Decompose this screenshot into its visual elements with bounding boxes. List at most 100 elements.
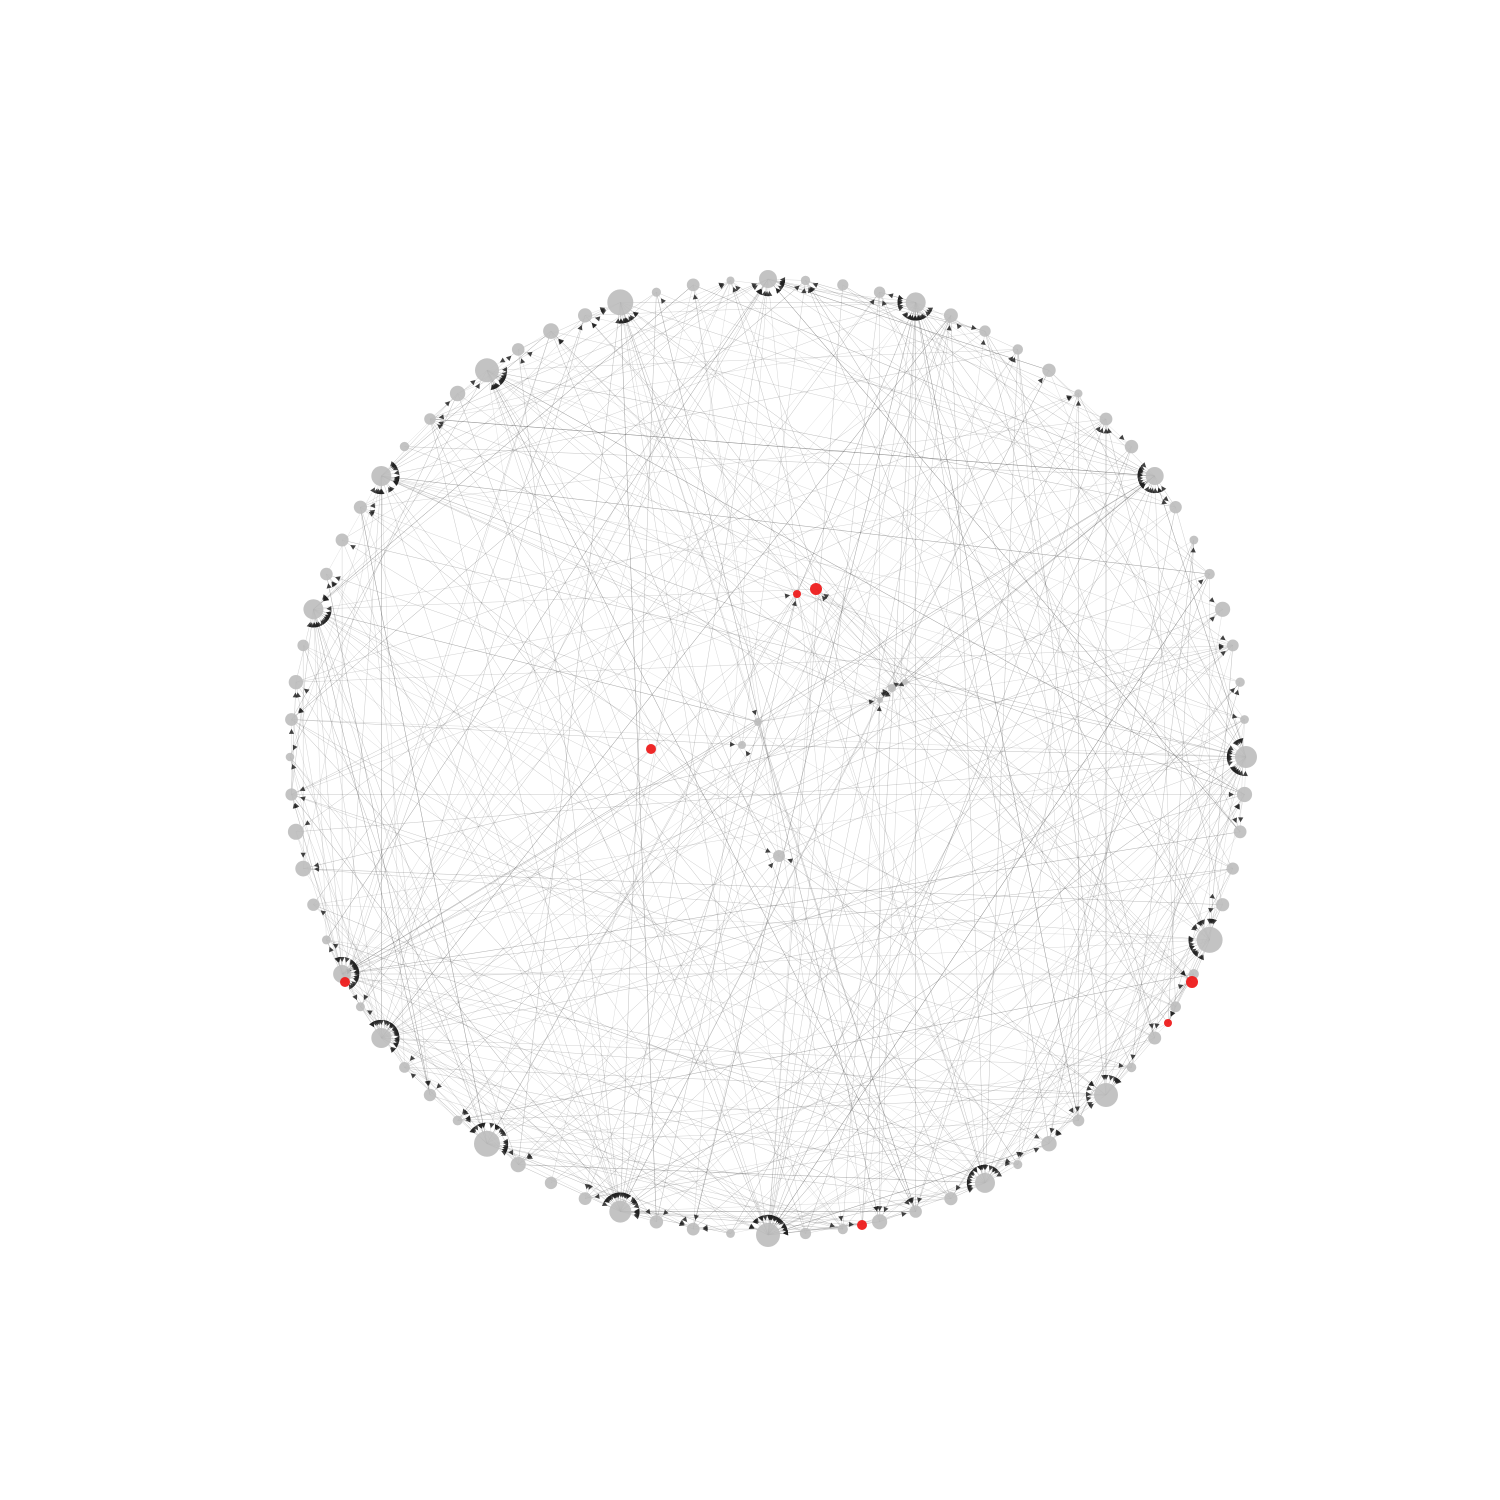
graph-edge	[313, 315, 586, 610]
graph-edge	[767, 1143, 1050, 1236]
edge-arrowhead	[313, 862, 320, 868]
edge-arrowhead	[1238, 738, 1244, 744]
graph-edge	[381, 1037, 843, 1230]
edge-arrowhead	[901, 1211, 907, 1217]
graph-edge	[984, 939, 1210, 1184]
graph-edge	[295, 330, 986, 833]
graph-edge	[360, 507, 621, 1212]
graph-edge	[344, 315, 586, 983]
graph-edge	[950, 756, 1247, 1199]
graph-edge	[381, 278, 769, 477]
graph-edge	[344, 278, 769, 983]
graph-node	[686, 1222, 700, 1236]
edge-arrowhead	[1189, 945, 1195, 951]
hub-node	[609, 1200, 632, 1223]
graph-edge	[550, 645, 1233, 1184]
hub-node	[371, 466, 392, 486]
edge-arrowhead	[604, 1197, 610, 1203]
edge-arrowhead	[438, 421, 444, 427]
graph-edge	[778, 855, 1176, 1008]
graph-edge	[620, 302, 1245, 795]
graph-edge	[584, 609, 1223, 1199]
graph-edge	[1017, 794, 1245, 1165]
hub-node	[975, 1172, 995, 1193]
edge-arrowhead	[323, 596, 330, 602]
edge-arrowhead	[320, 620, 326, 626]
edge-arrowhead	[848, 1221, 854, 1227]
hub-node	[1196, 926, 1223, 953]
graph-edge	[486, 370, 1245, 795]
graph-edge	[360, 507, 1107, 1096]
edge-arrowhead	[630, 1196, 636, 1203]
graph-edge	[457, 1120, 1018, 1165]
edge-arrowhead	[1154, 1023, 1160, 1029]
graph-edge	[326, 573, 916, 1212]
edge-arrowhead	[779, 1219, 785, 1225]
graph-edge	[360, 302, 916, 508]
graph-edge	[404, 475, 1155, 1068]
edge-arrowhead	[1220, 635, 1226, 641]
graph-edge	[360, 507, 488, 1144]
graph-edge	[1167, 756, 1247, 1024]
graph-edge	[767, 278, 986, 332]
graph-edge	[486, 719, 1245, 1144]
edge-arrowhead	[765, 848, 771, 853]
graph-edge	[429, 302, 916, 420]
edge-arrowhead	[633, 1203, 640, 1209]
edge-arrowhead	[1066, 395, 1072, 401]
edge-arrowhead	[1218, 645, 1224, 651]
graph-edge	[486, 370, 916, 1212]
graph-edge	[904, 315, 952, 683]
graph-node	[888, 684, 896, 692]
graph-node	[321, 935, 331, 945]
graph-edge	[584, 315, 906, 683]
edge-arrowhead	[390, 1047, 396, 1053]
edge-arrowhead	[908, 1197, 914, 1203]
edge-arrowhead	[352, 994, 358, 1001]
graph-edge	[302, 645, 488, 1144]
edge-arrowhead	[1228, 791, 1234, 798]
graph-edge	[486, 370, 1176, 508]
graph-edge	[291, 719, 769, 1236]
graph-edge	[291, 418, 1107, 795]
graph-edge	[550, 330, 1195, 975]
edge-arrowhead	[902, 312, 908, 318]
graph-edge	[313, 609, 343, 975]
graph-edge	[518, 855, 780, 1165]
graph-edge	[486, 370, 1245, 795]
graph-node	[1226, 862, 1239, 875]
graph-node	[1240, 715, 1249, 724]
graph-node	[1124, 439, 1139, 454]
graph-edge	[767, 682, 1241, 1236]
graph-edge	[1078, 756, 1247, 1121]
graph-edge	[381, 645, 1233, 1039]
graph-edge	[767, 278, 1241, 832]
edge-arrowhead	[1037, 377, 1043, 384]
graph-edge	[486, 370, 817, 590]
graph-edge	[457, 973, 1194, 1121]
graph-edge	[1209, 645, 1234, 940]
edge-arrowhead	[298, 708, 305, 714]
graph-node	[1012, 344, 1023, 355]
graph-edge	[303, 868, 1223, 905]
graph-edge	[620, 315, 952, 1212]
edge-arrowhead	[1034, 1133, 1040, 1139]
edge-arrowhead	[508, 1149, 514, 1156]
graph-edge	[1017, 349, 1079, 1121]
graph-edge	[805, 280, 986, 332]
graph-node	[285, 752, 295, 762]
graph-node	[1126, 1062, 1137, 1073]
graph-edge	[381, 1037, 1107, 1096]
graph-edge	[767, 1006, 1176, 1236]
graph-edge	[767, 446, 1132, 1236]
graph-edge	[303, 645, 986, 1184]
graph-edge	[518, 719, 1245, 1165]
graph-edge	[291, 794, 1132, 1068]
graph-edge	[757, 721, 916, 1212]
edge-arrowhead	[1130, 1054, 1136, 1060]
edge-arrowhead	[1116, 1078, 1122, 1084]
graph-edge	[757, 699, 881, 723]
graph-node	[1204, 568, 1215, 580]
graph-edge	[381, 794, 1245, 1039]
graph-edge	[904, 475, 1155, 683]
